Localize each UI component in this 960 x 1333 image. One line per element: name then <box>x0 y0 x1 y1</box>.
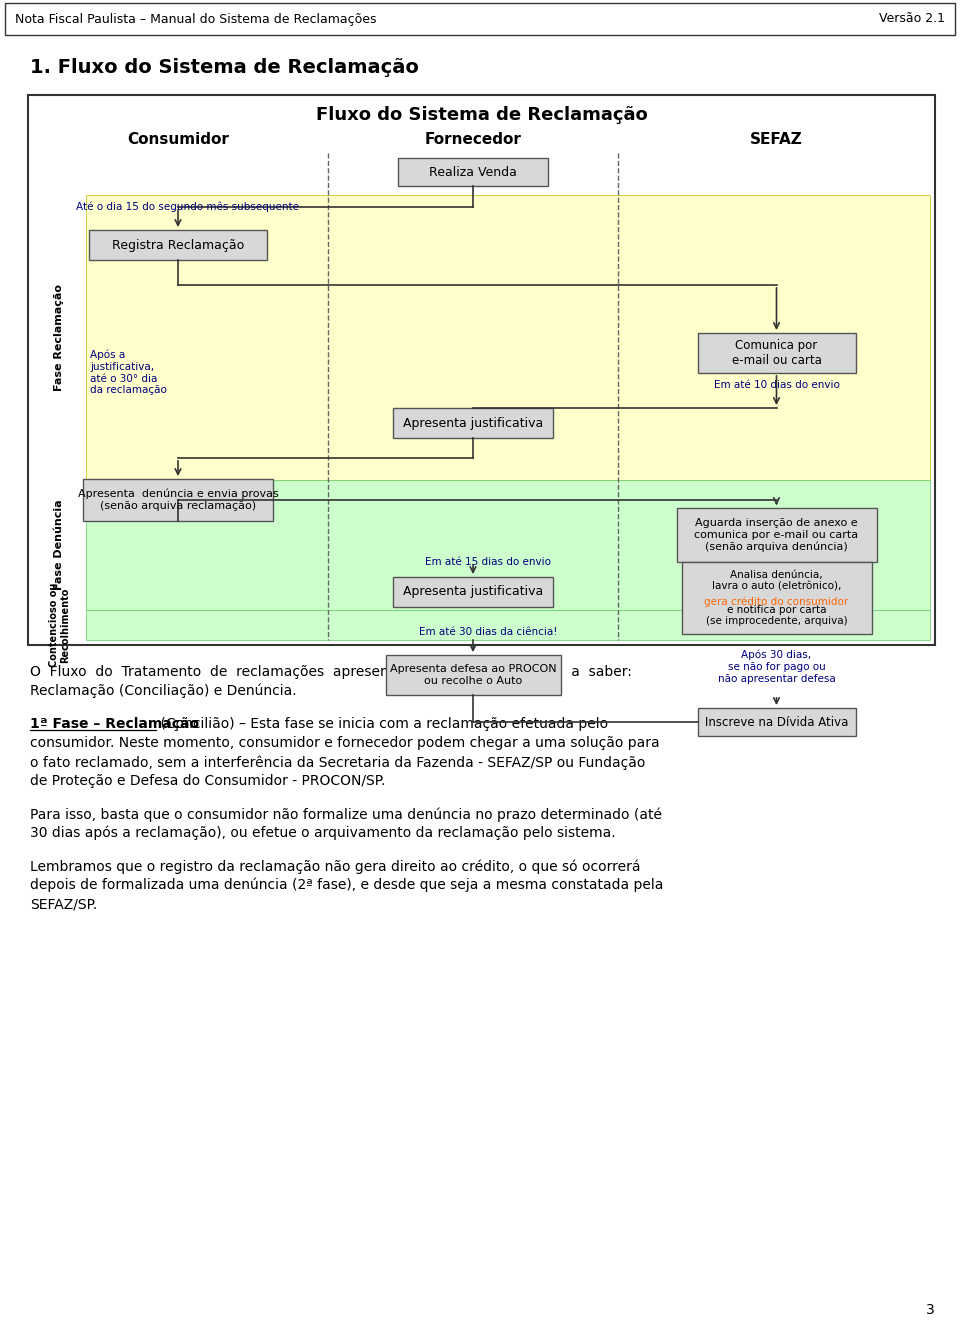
Text: o fato reclamado, sem a interferência da Secretaria da Fazenda - SEFAZ/SP ou Fun: o fato reclamado, sem a interferência da… <box>30 754 645 769</box>
FancyBboxPatch shape <box>698 708 855 736</box>
Text: Registra Reclamação: Registra Reclamação <box>112 239 244 252</box>
Text: Em até 15 dias do envio: Em até 15 dias do envio <box>425 557 551 567</box>
Text: Comunica por
e-mail ou carta: Comunica por e-mail ou carta <box>732 339 822 367</box>
Text: (Concilião) – Esta fase se inicia com a reclamação efetuada pelo: (Concilião) – Esta fase se inicia com a … <box>156 717 608 730</box>
Text: Fase Denúncia: Fase Denúncia <box>55 500 64 591</box>
Text: Em até 30 dias da ciência!: Em até 30 dias da ciência! <box>419 627 557 637</box>
FancyBboxPatch shape <box>86 195 930 480</box>
Text: Realiza Venda: Realiza Venda <box>429 165 516 179</box>
Text: Apresenta justificativa: Apresenta justificativa <box>403 585 543 599</box>
Text: Apresenta defesa ao PROCON
ou recolhe o Auto: Apresenta defesa ao PROCON ou recolhe o … <box>390 664 556 685</box>
Text: 1ª Fase – Reclamação: 1ª Fase – Reclamação <box>30 717 199 730</box>
Text: 1. Fluxo do Sistema de Reclamação: 1. Fluxo do Sistema de Reclamação <box>30 59 419 77</box>
FancyBboxPatch shape <box>677 508 876 563</box>
Text: Fluxo do Sistema de Reclamação: Fluxo do Sistema de Reclamação <box>316 107 647 124</box>
Text: Para isso, basta que o consumidor não formalize uma denúncia no prazo determinad: Para isso, basta que o consumidor não fo… <box>30 806 662 821</box>
Text: Nota Fiscal Paulista – Manual do Sistema de Reclamações: Nota Fiscal Paulista – Manual do Sistema… <box>15 12 376 25</box>
Text: Reclamação (Conciliação) e Denúncia.: Reclamação (Conciliação) e Denúncia. <box>30 684 297 698</box>
FancyBboxPatch shape <box>5 3 955 35</box>
FancyBboxPatch shape <box>393 577 553 607</box>
Text: Aguarda inserção de anexo e
comunica por e-mail ou carta
(senão arquiva denúncia: Aguarda inserção de anexo e comunica por… <box>694 519 858 552</box>
Text: gera crédito do consumidor: gera crédito do consumidor <box>705 597 849 608</box>
Text: SEFAZ: SEFAZ <box>750 132 803 148</box>
Text: Após a
justificativa,
até o 30° dia
da reclamação: Após a justificativa, até o 30° dia da r… <box>90 351 167 396</box>
Text: depois de formalizada uma denúncia (2ª fase), e desde que seja a mesma constatad: depois de formalizada uma denúncia (2ª f… <box>30 878 663 893</box>
Text: Lembramos que o registro da reclamação não gera direito ao crédito, o que só oco: Lembramos que o registro da reclamação n… <box>30 858 640 873</box>
FancyBboxPatch shape <box>682 563 872 635</box>
FancyBboxPatch shape <box>398 159 548 187</box>
Text: SEFAZ/SP.: SEFAZ/SP. <box>30 897 97 910</box>
Text: Apresenta  denúncia e envia provas
(senão arquiva reclamação): Apresenta denúncia e envia provas (senão… <box>78 489 278 511</box>
FancyBboxPatch shape <box>83 479 273 521</box>
Text: consumidor. Neste momento, consumidor e fornecedor podem chegar a uma solução pa: consumidor. Neste momento, consumidor e … <box>30 736 660 750</box>
FancyBboxPatch shape <box>386 655 561 694</box>
Text: 30 dias após a reclamação), ou efetue o arquivamento da reclamação pelo sistema.: 30 dias após a reclamação), ou efetue o … <box>30 826 615 841</box>
Text: Apresenta justificativa: Apresenta justificativa <box>403 416 543 429</box>
FancyBboxPatch shape <box>698 333 855 373</box>
Text: Inscreve na Dívida Ativa: Inscreve na Dívida Ativa <box>705 716 849 729</box>
FancyBboxPatch shape <box>86 480 930 611</box>
Text: Versão 2.1: Versão 2.1 <box>879 12 945 25</box>
Text: Fornecedor: Fornecedor <box>424 132 521 148</box>
Text: Até o dia 15 do segundo mês subsequente: Até o dia 15 do segundo mês subsequente <box>77 201 300 212</box>
Text: Fase Reclamação: Fase Reclamação <box>55 284 64 391</box>
FancyBboxPatch shape <box>86 611 930 640</box>
Text: Consumidor: Consumidor <box>127 132 228 148</box>
Text: Em até 10 dias do envio: Em até 10 dias do envio <box>713 380 839 391</box>
Text: 3: 3 <box>925 1302 934 1317</box>
Text: Após 30 dias,
se não for pago ou
não apresentar defesa: Após 30 dias, se não for pago ou não apr… <box>718 651 835 684</box>
FancyBboxPatch shape <box>28 95 935 645</box>
Text: Analisa denúncia,
lavra o auto (eletrônico),

e notifica por carta
(se improcede: Analisa denúncia, lavra o auto (eletrôni… <box>706 569 848 627</box>
Text: O  Fluxo  do  Tratamento  de  reclamações  apresenta  duas  fases  distintas,  a: O Fluxo do Tratamento de reclamações apr… <box>30 665 632 678</box>
FancyBboxPatch shape <box>89 231 267 260</box>
FancyBboxPatch shape <box>393 408 553 439</box>
Text: Contencioso ou
Recolhimento: Contencioso ou Recolhimento <box>49 583 70 668</box>
Text: de Proteção e Defesa do Consumidor - PROCON/SP.: de Proteção e Defesa do Consumidor - PRO… <box>30 774 385 788</box>
